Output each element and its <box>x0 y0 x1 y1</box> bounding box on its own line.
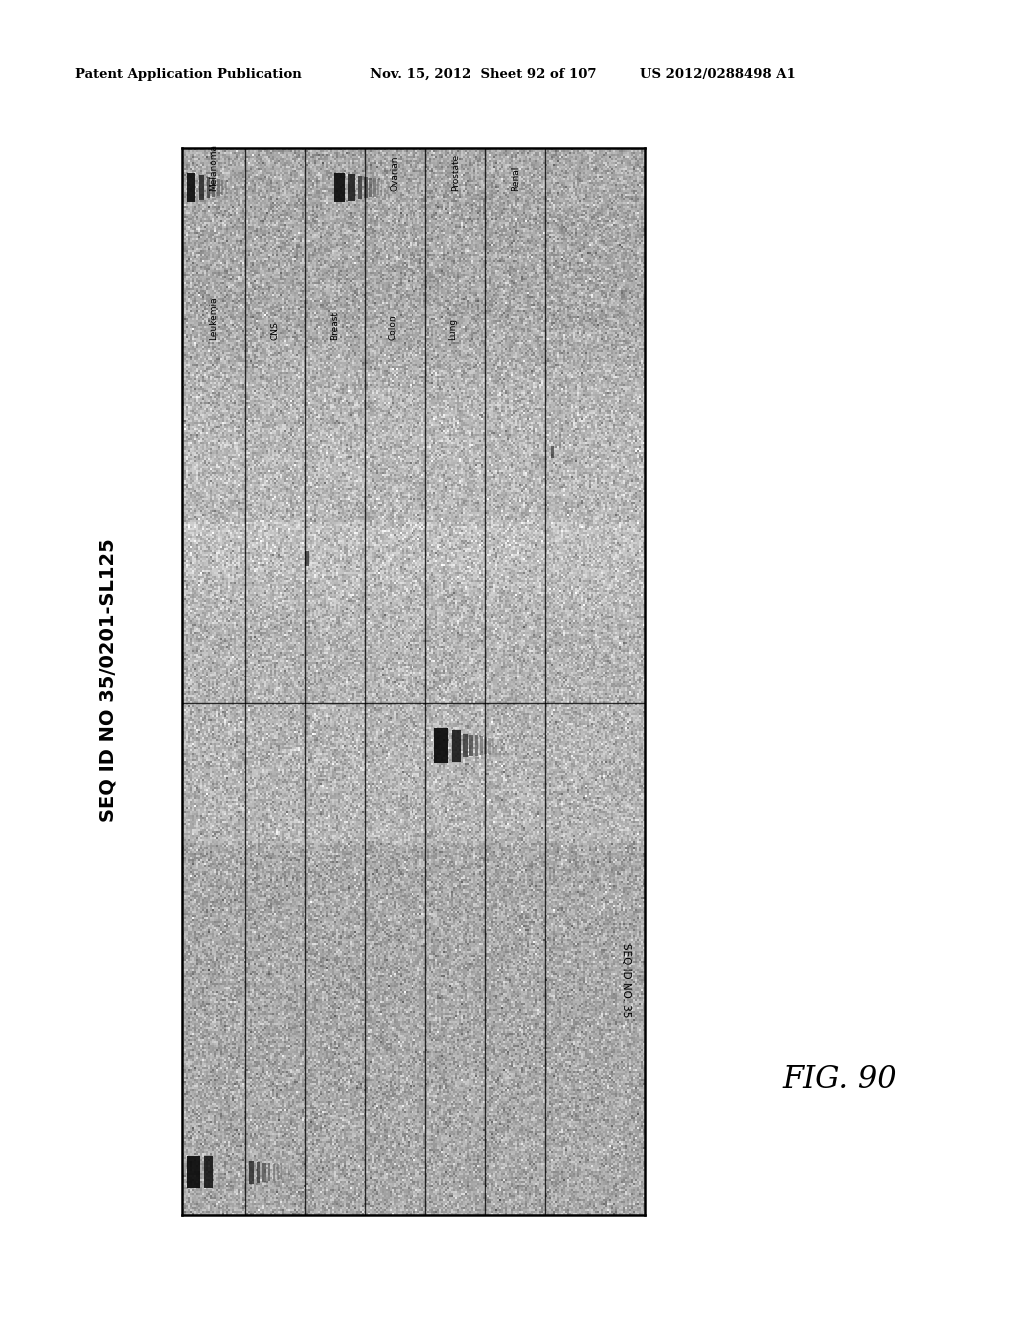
Bar <box>276 1164 279 1180</box>
Bar <box>297 1166 298 1179</box>
Bar <box>500 739 501 752</box>
Text: Breast: Breast <box>331 312 339 341</box>
Bar <box>387 181 389 194</box>
Bar <box>373 178 376 197</box>
Text: Leukemia: Leukemia <box>209 297 218 341</box>
Bar <box>377 180 380 195</box>
Text: FIG. 90: FIG. 90 <box>782 1064 897 1096</box>
Bar <box>393 181 394 194</box>
Bar <box>221 180 223 195</box>
Text: Colon: Colon <box>388 314 397 341</box>
Text: Prostate: Prostate <box>451 153 460 190</box>
Text: Renal: Renal <box>511 165 520 190</box>
Bar <box>187 173 196 202</box>
Bar <box>305 552 309 566</box>
Bar <box>212 178 215 197</box>
Bar <box>249 1160 254 1184</box>
Text: Lung: Lung <box>449 318 458 341</box>
Bar <box>225 181 227 194</box>
Text: Nov. 15, 2012  Sheet 92 of 107: Nov. 15, 2012 Sheet 92 of 107 <box>370 69 597 81</box>
Bar <box>262 1163 265 1181</box>
Bar <box>348 174 355 202</box>
Bar <box>369 178 372 197</box>
Bar <box>334 173 344 202</box>
Bar <box>474 735 478 755</box>
Bar <box>463 734 468 758</box>
Bar <box>257 1162 260 1183</box>
Bar <box>488 738 490 754</box>
Bar <box>453 730 461 762</box>
Bar <box>381 180 383 195</box>
Bar <box>551 446 554 458</box>
Bar <box>493 738 494 752</box>
Bar <box>288 1166 289 1179</box>
Bar <box>364 177 368 198</box>
Bar <box>187 1156 200 1188</box>
Bar <box>358 177 362 199</box>
Bar <box>480 737 483 755</box>
Text: Ovarian: Ovarian <box>390 156 399 190</box>
Bar <box>207 177 210 198</box>
Text: CNS: CNS <box>270 321 280 341</box>
Bar <box>204 1156 213 1188</box>
Bar <box>469 735 473 756</box>
Bar <box>484 737 487 754</box>
Text: US 2012/0288498 A1: US 2012/0288498 A1 <box>640 69 796 81</box>
Text: SEQ ID NO 35/0201-SL125: SEQ ID NO 35/0201-SL125 <box>98 539 118 822</box>
Text: Patent Application Publication: Patent Application Publication <box>75 69 302 81</box>
Text: Melanoma: Melanoma <box>209 144 218 190</box>
Bar <box>217 180 219 195</box>
Bar <box>199 174 204 201</box>
Bar <box>267 1163 270 1181</box>
Bar <box>272 1164 274 1181</box>
Bar <box>281 1164 283 1180</box>
Text: SEQ ID NO. 35: SEQ ID NO. 35 <box>622 942 632 1018</box>
Bar <box>434 729 449 763</box>
